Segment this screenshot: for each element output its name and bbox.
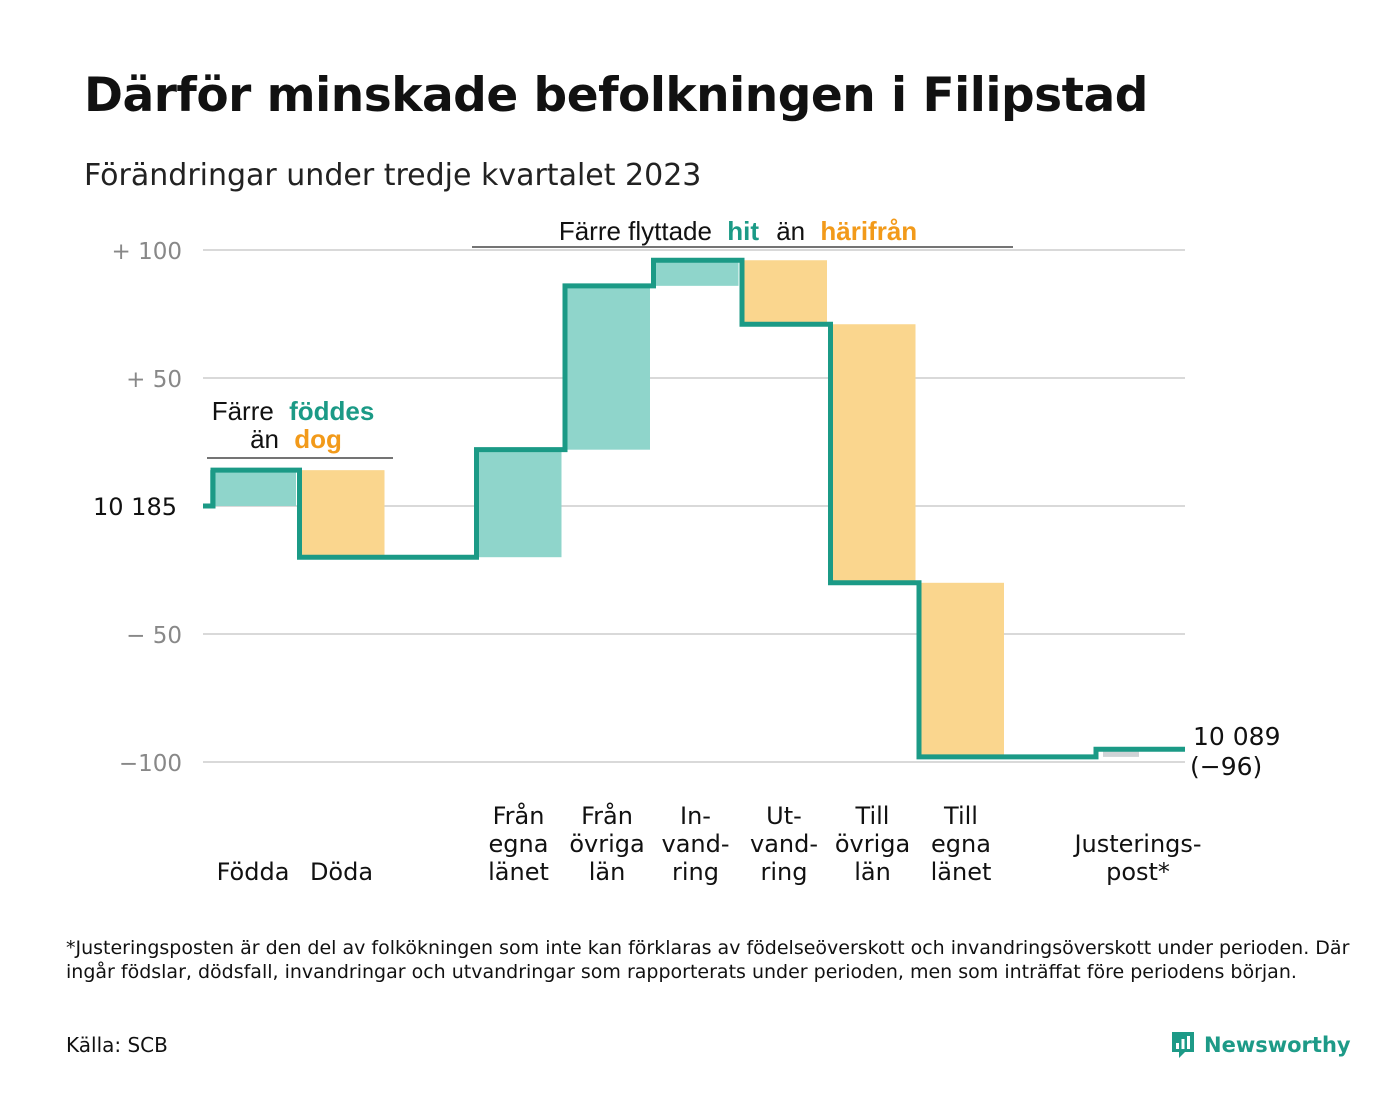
waterfall-step-line [203, 257, 1185, 760]
bar-1 [298, 470, 385, 558]
newsworthy-logo-text: Newsworthy [1204, 1033, 1351, 1057]
category-label-5-1: vand- [661, 830, 729, 858]
category-label-3-2: länet [488, 858, 549, 886]
source-credit: Källa: SCB [66, 1033, 168, 1057]
annotation-migration-from: härifrån [820, 216, 917, 246]
y-tick-label-2: − 50 [126, 623, 182, 649]
category-label-6-0: Ut- [766, 802, 802, 830]
category-label-7-1: övriga [835, 830, 910, 858]
annotation-deaths-prefix: än [250, 424, 279, 454]
y-tick-label-0: + 100 [112, 239, 182, 265]
category-label-8-1: egna [931, 830, 991, 858]
annotation-migration-hit: hit [727, 216, 759, 246]
end-value-label: 10 089 [1193, 722, 1280, 751]
category-label-7-0: Till [855, 802, 890, 830]
bar-7 [829, 324, 916, 583]
category-label-7-2: län [854, 858, 891, 886]
category-label-0-0: Födda [217, 858, 290, 886]
annotation-migration-prefix: Färre flyttade [559, 216, 712, 246]
category-label-4-0: Från [581, 801, 633, 830]
y-tick-label-1: + 50 [126, 367, 182, 393]
category-label-6-2: ring [761, 858, 808, 886]
annotation-migration-mid: än [776, 216, 805, 246]
bar-3 [475, 449, 562, 558]
waterfall-bars [210, 260, 1139, 757]
annotation-migration: Färre flyttade hit än härifrån [472, 216, 1013, 248]
category-label-8-0: Till [943, 802, 978, 830]
category-label-10-0: Justerings- [1072, 830, 1201, 858]
category-label-10-1: post* [1106, 858, 1170, 886]
bar-0 [210, 470, 296, 506]
annotation-deaths-highlight: dog [294, 424, 342, 454]
category-label-5-2: ring [672, 858, 719, 886]
svg-text:Färre flyttade hit: Färre flyttade hit än härifrån [559, 216, 917, 246]
category-label-4-2: län [589, 858, 626, 886]
bar-8 [918, 582, 1004, 757]
chart-title: Därför minskade befolkningen i Filipstad [84, 68, 1148, 123]
svg-text:än dog: än dog [250, 424, 342, 454]
annotation-births-highlight: föddes [289, 396, 374, 426]
category-label-1-0: Döda [310, 858, 373, 886]
bar-5 [652, 260, 739, 286]
category-label-3-0: Från [493, 801, 545, 830]
start-value-label: 10 185 [93, 493, 177, 521]
y-tick-label-3: −100 [119, 751, 182, 777]
newsworthy-logo: Newsworthy [1170, 1030, 1351, 1060]
step-line [203, 257, 1185, 760]
bar-10 [1103, 749, 1139, 757]
category-label-3-1: egna [489, 830, 549, 858]
end-change-label: (−96) [1190, 752, 1262, 781]
bar-6 [741, 260, 827, 325]
svg-text:Färre föddes: Färre föddes [212, 396, 375, 426]
newsworthy-chart-bubble-icon [1172, 1032, 1194, 1058]
category-label-4-1: övriga [569, 830, 644, 858]
annotation-births-deaths: Färre föddes än dog [207, 396, 393, 459]
category-label-5-0: In- [680, 802, 711, 830]
footnote: *Justeringsposten är den del av folkökni… [66, 937, 1350, 983]
chart-subtitle: Förändringar under tredje kvartalet 2023 [84, 158, 702, 193]
annotation-births-prefix: Färre [212, 396, 274, 426]
category-label-8-2: länet [931, 858, 992, 886]
bar-4 [564, 285, 650, 450]
category-label-6-1: vand- [750, 830, 818, 858]
